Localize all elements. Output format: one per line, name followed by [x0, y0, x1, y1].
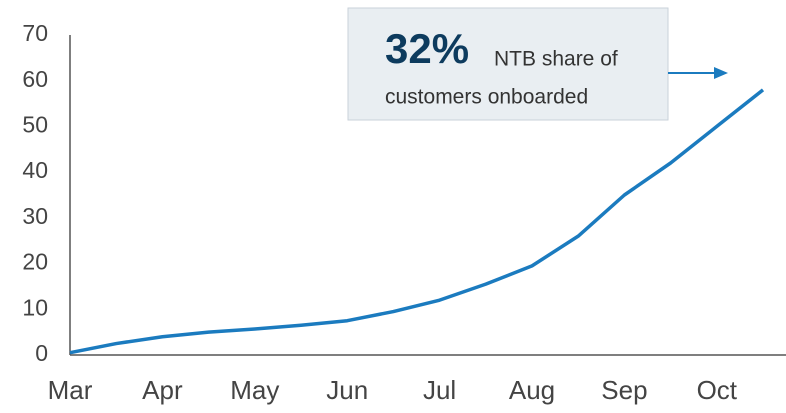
y-tick-label: 0 — [35, 340, 48, 366]
annotation-highlight: 32% — [385, 25, 469, 72]
y-tick-label: 70 — [22, 20, 48, 46]
annotation-text: NTB share of — [494, 48, 618, 71]
x-tick-label: Sep — [601, 375, 647, 405]
x-tick-label: Jul — [423, 375, 456, 405]
x-tick-label: Apr — [142, 375, 183, 405]
x-tick-label: Jun — [326, 375, 368, 405]
x-tick-label: May — [230, 375, 279, 405]
data-line — [69, 88, 765, 355]
annotation-box — [347, 7, 669, 121]
annotation-text: customers onboarded — [385, 86, 588, 109]
x-tick-label: Mar — [48, 375, 93, 405]
y-tick-label: 40 — [22, 157, 48, 183]
y-tick-label: 60 — [22, 66, 48, 92]
y-tick-label: 10 — [22, 294, 48, 320]
y-tick-label: 20 — [22, 249, 48, 275]
y-tick-label: 50 — [22, 112, 48, 138]
annotation-arrowhead — [714, 67, 728, 79]
x-tick-label: Oct — [697, 375, 738, 405]
y-tick-label: 30 — [22, 203, 48, 229]
x-tick-label: Aug — [509, 375, 555, 405]
